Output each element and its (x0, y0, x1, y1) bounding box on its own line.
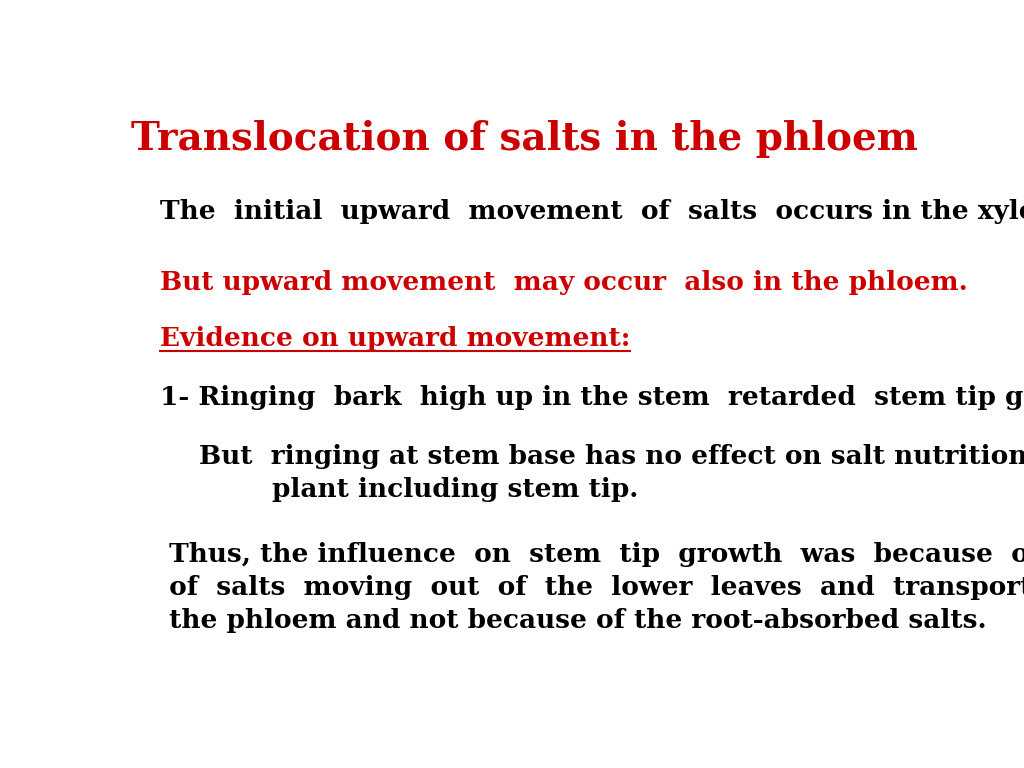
Text: Evidence on upward movement:: Evidence on upward movement: (160, 326, 630, 351)
Text: Translocation of salts in the phloem: Translocation of salts in the phloem (131, 121, 919, 158)
Text: But upward movement  may occur  also in the phloem.: But upward movement may occur also in th… (160, 270, 968, 295)
Text: Thus, the influence  on  stem  tip  growth  was  because  of  the blockage
 of  : Thus, the influence on stem tip growth w… (160, 541, 1024, 633)
Text: But  ringing at stem base has no effect on salt nutrition of the whole
        p: But ringing at stem base has no effect o… (200, 444, 1024, 502)
Text: The  initial  upward  movement  of  salts  occurs in the xylem.: The initial upward movement of salts occ… (160, 199, 1024, 223)
Text: 1- Ringing  bark  high up in the stem  retarded  stem tip growth.: 1- Ringing bark high up in the stem reta… (160, 385, 1024, 410)
